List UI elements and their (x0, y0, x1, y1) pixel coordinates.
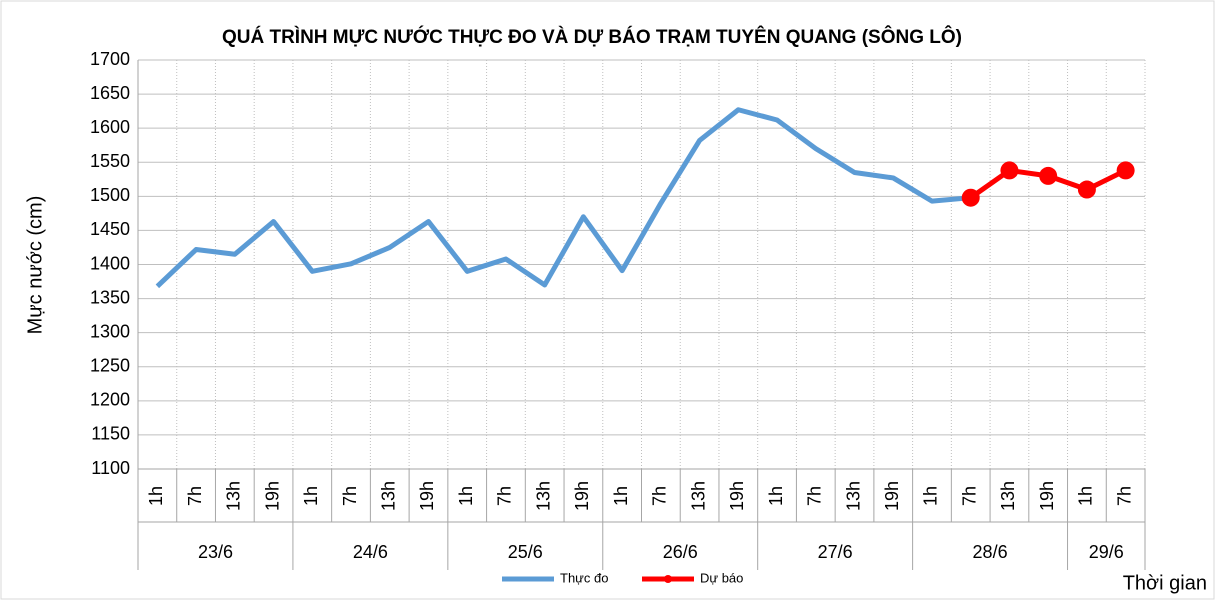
group-label: 25/6 (508, 542, 543, 562)
x-tick-label: 13h (224, 481, 244, 511)
x-tick-label: 13h (379, 481, 399, 511)
point-marker (1116, 161, 1135, 180)
x-tick-label: 19h (882, 481, 902, 511)
point-marker (1077, 180, 1096, 199)
x-tick-label: 1h (611, 486, 631, 506)
y-tick-label: 1450 (90, 219, 130, 239)
point-marker (1000, 161, 1019, 180)
group-label: 24/6 (353, 542, 388, 562)
point-marker (1039, 166, 1058, 185)
y-tick-label: 1700 (90, 49, 130, 69)
x-tick-label: 7h (185, 486, 205, 506)
group-label: 28/6 (973, 542, 1008, 562)
legend-label: Thực đo (560, 570, 608, 585)
x-tick-label: 7h (650, 486, 670, 506)
y-tick-label: 1200 (90, 390, 130, 410)
y-tick-label: 1300 (90, 321, 130, 341)
group-label: 23/6 (198, 542, 233, 562)
y-tick-label: 1550 (90, 151, 130, 171)
x-tick-label: 19h (572, 481, 592, 511)
x-tick-label: 19h (727, 481, 747, 511)
x-tick-label: 1h (1076, 486, 1096, 506)
x-tick-label: 13h (533, 481, 553, 511)
x-tick-label: 7h (805, 486, 825, 506)
x-tick-label: 7h (959, 486, 979, 506)
x-tick-label: 7h (340, 486, 360, 506)
x-tick-label: 19h (417, 481, 437, 511)
x-tick-label: 13h (843, 481, 863, 511)
group-label: 26/6 (663, 542, 698, 562)
y-tick-label: 1100 (91, 458, 130, 478)
x-tick-label: 1h (146, 486, 166, 506)
x-tick-label: 13h (688, 481, 708, 511)
y-axis-title: Mực nước (cm) (24, 196, 46, 335)
series-line (155, 107, 971, 289)
x-tick-label: 7h (1114, 486, 1134, 506)
x-axis-title: Thời gian (1123, 572, 1207, 594)
legend-label: Dự báo (700, 570, 743, 585)
x-tick-label: 1h (921, 486, 941, 506)
x-tick-label: 1h (766, 486, 786, 506)
y-tick-label: 1250 (90, 356, 130, 376)
x-tick-label: 7h (495, 486, 515, 506)
point-marker (961, 188, 980, 207)
x-tick-label: 19h (262, 481, 282, 511)
x-tick-label: 1h (301, 486, 321, 506)
y-tick-label: 1600 (90, 117, 130, 137)
y-tick-label: 1400 (90, 253, 130, 273)
x-tick-label: 1h (456, 486, 476, 506)
group-label: 27/6 (818, 542, 853, 562)
chart-title: QUÁ TRÌNH MỰC NƯỚC THỰC ĐO VÀ DỰ BÁO TRẠ… (222, 26, 962, 48)
x-tick-label: 19h (1037, 481, 1057, 511)
y-tick-label: 1150 (91, 424, 130, 444)
y-tick-label: 1500 (90, 185, 130, 205)
y-tick-label: 1350 (90, 287, 130, 307)
legend-marker (664, 575, 672, 583)
x-tick-label: 13h (998, 481, 1018, 511)
y-tick-label: 1650 (90, 83, 130, 103)
group-label: 29/6 (1089, 542, 1124, 562)
